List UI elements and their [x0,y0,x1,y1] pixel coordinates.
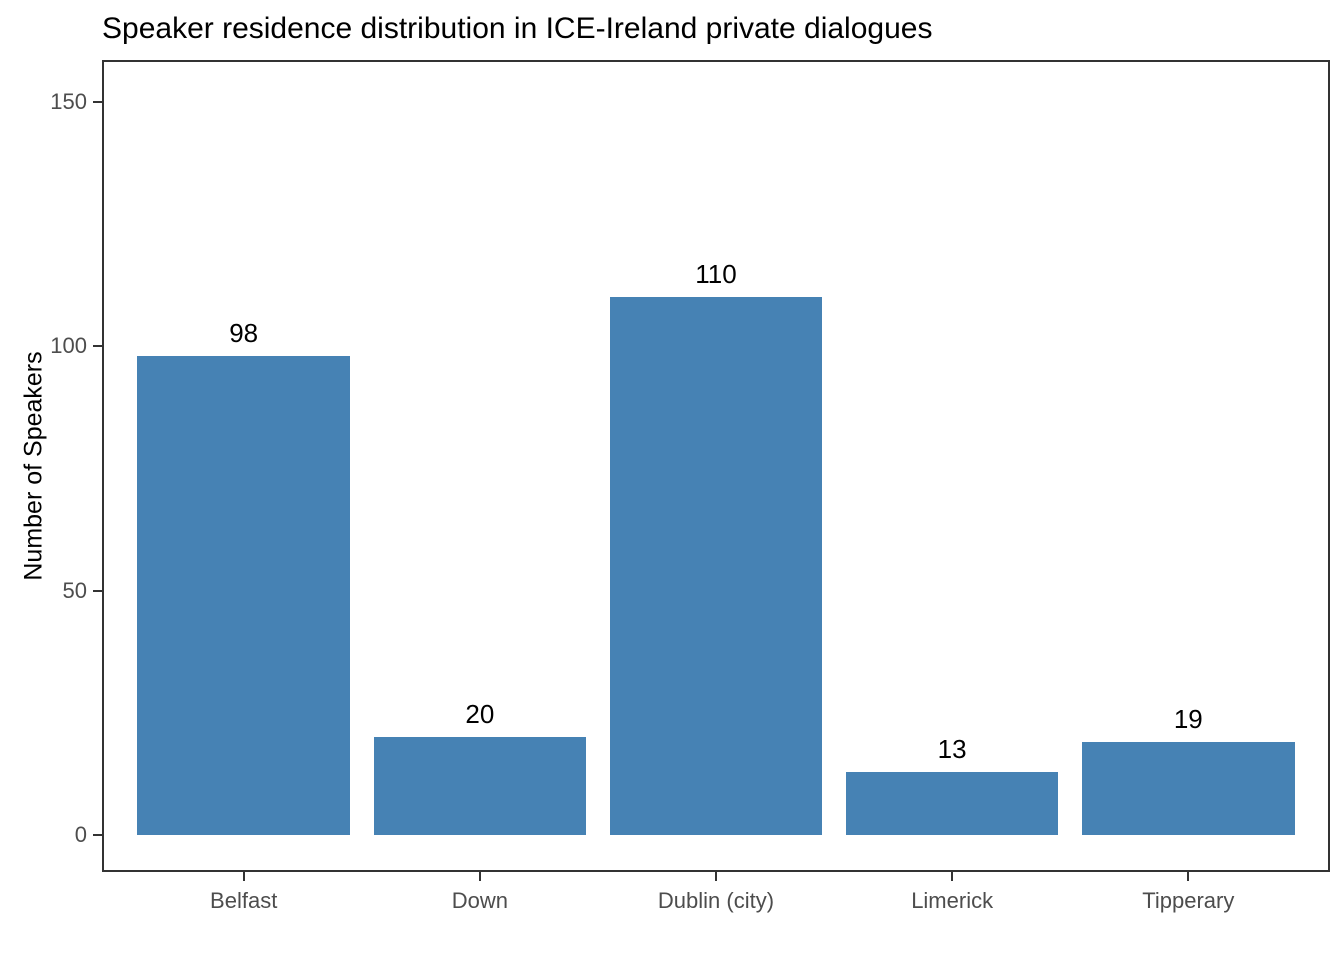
x-tick-mark [478,872,481,881]
y-tick-label: 100 [50,333,87,359]
x-tick-mark [951,872,954,881]
bar-value-label: 20 [465,699,495,730]
x-tick-mark [715,872,717,881]
x-tick-label: Belfast [210,888,278,913]
y-tick-label: 150 [50,88,87,114]
y-tick-mark [93,834,102,837]
bar-value-label: 98 [229,317,259,348]
bar-belfast [137,355,350,836]
y-tick-label: 50 [62,577,87,603]
x-tick-mark [242,872,245,881]
bar-dublin-city- [609,297,823,836]
y-tick-mark [93,345,102,348]
y-tick-mark [93,589,102,592]
bar-limerick [845,771,1059,836]
y-tick-label: 0 [74,822,87,848]
y-axis-title: Number of Speakers [19,351,48,581]
bar-tipperary [1082,742,1295,836]
x-tick-mark [1187,872,1190,881]
x-tick-label: Dublin (city) [657,888,775,913]
bar-down [373,737,587,836]
bar-value-label: 19 [1173,704,1203,735]
bar-value-label: 13 [937,733,967,764]
x-tick-label: Down [451,888,508,913]
chart-title: Speaker residence distribution in ICE-Ir… [102,12,933,45]
x-tick-label: Tipperary [1142,888,1235,913]
bar-value-label: 110 [695,259,737,290]
x-tick-label: Limerick [911,888,994,913]
y-tick-mark [93,100,102,103]
